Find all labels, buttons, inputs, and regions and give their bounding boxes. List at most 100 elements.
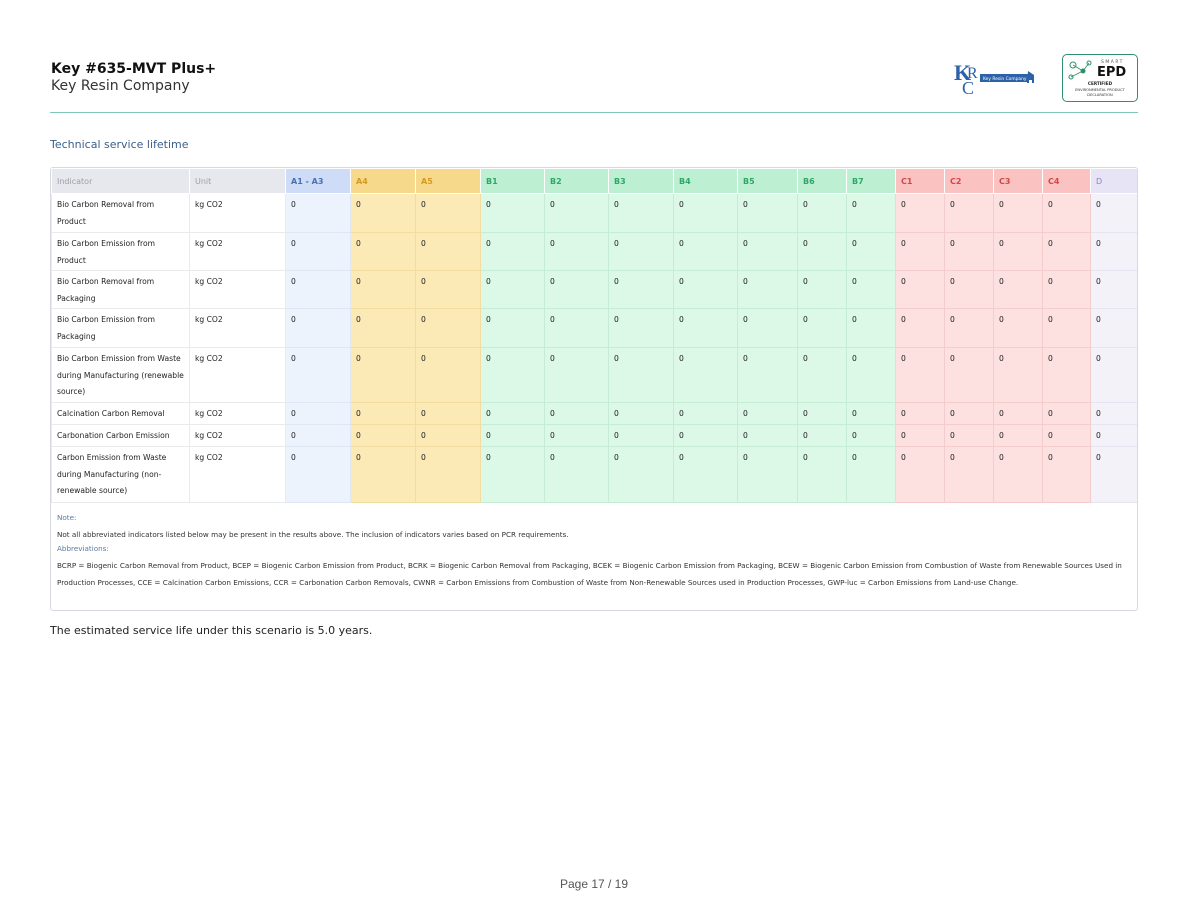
column-header-b7: B7	[846, 168, 896, 194]
indicator-cell: Bio Carbon Emission from Product	[51, 232, 190, 271]
column-header-c1: C1	[895, 168, 945, 194]
value-cell-b2: 0	[544, 308, 609, 348]
svg-text:Key Resin Company: Key Resin Company	[983, 76, 1027, 82]
value-cell-b2: 0	[544, 193, 609, 233]
value-cell-c4: 0	[1042, 347, 1091, 403]
value-cell-b5: 0	[737, 232, 798, 271]
column-header-c2: C2	[944, 168, 994, 194]
value-cell-c2: 0	[944, 424, 994, 447]
value-cell-b4: 0	[673, 347, 738, 403]
value-cell-a4: 0	[350, 424, 416, 447]
value-cell-a1-a3: 0	[285, 347, 351, 403]
value-cell-b3: 0	[608, 270, 674, 309]
value-cell-b6: 0	[797, 402, 847, 425]
value-cell-b4: 0	[673, 424, 738, 447]
value-cell-c2: 0	[944, 347, 994, 403]
table-row: Bio Carbon Removal from Packaging kg CO2 0…	[51, 270, 1137, 309]
value-cell-b5: 0	[737, 347, 798, 403]
value-cell-a1-a3: 0	[285, 424, 351, 447]
value-cell-c2: 0	[944, 193, 994, 233]
value-cell-c1: 0	[895, 270, 945, 309]
column-header-b2: B2	[544, 168, 609, 194]
value-cell-b3: 0	[608, 424, 674, 447]
column-header-b1: B1	[480, 168, 545, 194]
value-cell-b7: 0	[846, 347, 896, 403]
value-cell-b2: 0	[544, 270, 609, 309]
results-table-panel: Indicator Unit A1 - A3 A4 A5 B1 B2 B3 B4…	[50, 167, 1138, 611]
value-cell-a1-a3: 0	[285, 232, 351, 271]
value-cell-b1: 0	[480, 446, 545, 503]
table-row: Bio Carbon Emission from Packaging kg CO2…	[51, 308, 1137, 348]
value-cell-b5: 0	[737, 402, 798, 425]
value-cell-c2: 0	[944, 402, 994, 425]
svg-text:DECLARATION: DECLARATION	[1087, 93, 1113, 97]
value-cell-b7: 0	[846, 446, 896, 503]
value-cell-b4: 0	[673, 270, 738, 309]
krc-logo: K R C Key Resin Company	[954, 60, 1034, 98]
value-cell-a4: 0	[350, 347, 416, 403]
value-cell-c1: 0	[895, 308, 945, 348]
value-cell-c2: 0	[944, 446, 994, 503]
value-cell-b4: 0	[673, 232, 738, 271]
value-cell-b5: 0	[737, 446, 798, 503]
value-cell-b2: 0	[544, 424, 609, 447]
value-cell-a4: 0	[350, 270, 416, 309]
value-cell-b6: 0	[797, 232, 847, 271]
value-cell-c1: 0	[895, 347, 945, 403]
value-cell-a4: 0	[350, 232, 416, 271]
value-cell-b7: 0	[846, 424, 896, 447]
value-cell-b2: 0	[544, 232, 609, 271]
value-cell-d: 0	[1090, 308, 1137, 348]
value-cell-b3: 0	[608, 446, 674, 503]
value-cell-c4: 0	[1042, 424, 1091, 447]
value-cell-b4: 0	[673, 446, 738, 503]
indicator-cell: Bio Carbon Emission from Waste during Ma…	[51, 347, 190, 403]
value-cell-b7: 0	[846, 270, 896, 309]
value-cell-a1-a3: 0	[285, 402, 351, 425]
svg-text:C: C	[962, 78, 974, 98]
value-cell-b6: 0	[797, 193, 847, 233]
table-row: Calcination Carbon Removal kg CO2 0 0 0 0 0 0 0 0…	[51, 402, 1137, 425]
service-life-statement: The estimated service life under this sc…	[50, 624, 373, 637]
value-cell-b6: 0	[797, 424, 847, 447]
note-text: Not all abbreviated indicators listed be…	[57, 530, 569, 539]
page-header: Key #635-MVT Plus+ Key Resin Company K R…	[50, 54, 1138, 113]
value-cell-c3: 0	[993, 446, 1043, 503]
value-cell-a4: 0	[350, 402, 416, 425]
unit-cell: kg CO2	[189, 270, 286, 309]
table-row: Bio Carbon Removal from Product kg CO2 0 0 0…	[51, 193, 1137, 233]
value-cell-a4: 0	[350, 193, 416, 233]
value-cell-c4: 0	[1042, 446, 1091, 503]
value-cell-d: 0	[1090, 446, 1137, 503]
indicator-cell: Carbon Emission from Waste during Manufa…	[51, 446, 190, 503]
value-cell-c1: 0	[895, 193, 945, 233]
column-header-c3: C3	[993, 168, 1043, 194]
value-cell-b3: 0	[608, 308, 674, 348]
svg-text:ENVIRONMENTAL PRODUCT: ENVIRONMENTAL PRODUCT	[1075, 88, 1125, 92]
svg-text:SMART: SMART	[1101, 59, 1124, 65]
value-cell-b1: 0	[480, 270, 545, 309]
value-cell-d: 0	[1090, 402, 1137, 425]
product-title: Key #635-MVT Plus+	[51, 61, 217, 77]
value-cell-b5: 0	[737, 308, 798, 348]
value-cell-b3: 0	[608, 193, 674, 233]
value-cell-c2: 0	[944, 232, 994, 271]
table-row: Bio Carbon Emission from Waste during Ma…	[51, 347, 1137, 403]
value-cell-c4: 0	[1042, 308, 1091, 348]
value-cell-b3: 0	[608, 232, 674, 271]
value-cell-b6: 0	[797, 270, 847, 309]
indicator-cell: Bio Carbon Removal from Packaging	[51, 270, 190, 309]
results-table: Indicator Unit A1 - A3 A4 A5 B1 B2 B3 B4…	[51, 168, 1137, 503]
value-cell-b1: 0	[480, 402, 545, 425]
epd-certified-badge: SMART EPD CERTIFIED ENVIRONMENTAL PRODUC…	[1062, 54, 1138, 102]
value-cell-c2: 0	[944, 270, 994, 309]
value-cell-b6: 0	[797, 308, 847, 348]
svg-text:K: K	[954, 60, 971, 85]
value-cell-b3: 0	[608, 402, 674, 425]
value-cell-d: 0	[1090, 424, 1137, 447]
value-cell-a4: 0	[350, 446, 416, 503]
value-cell-c4: 0	[1042, 232, 1091, 271]
value-cell-a1-a3: 0	[285, 193, 351, 233]
value-cell-b7: 0	[846, 402, 896, 425]
value-cell-c2: 0	[944, 308, 994, 348]
